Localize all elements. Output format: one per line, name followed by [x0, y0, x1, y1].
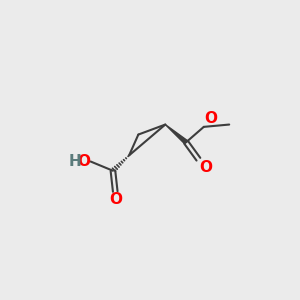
Polygon shape [165, 124, 188, 144]
Text: O: O [109, 192, 122, 207]
Text: O: O [205, 111, 218, 126]
Text: H: H [69, 154, 81, 169]
Text: O: O [199, 160, 212, 175]
Text: O: O [77, 154, 90, 169]
